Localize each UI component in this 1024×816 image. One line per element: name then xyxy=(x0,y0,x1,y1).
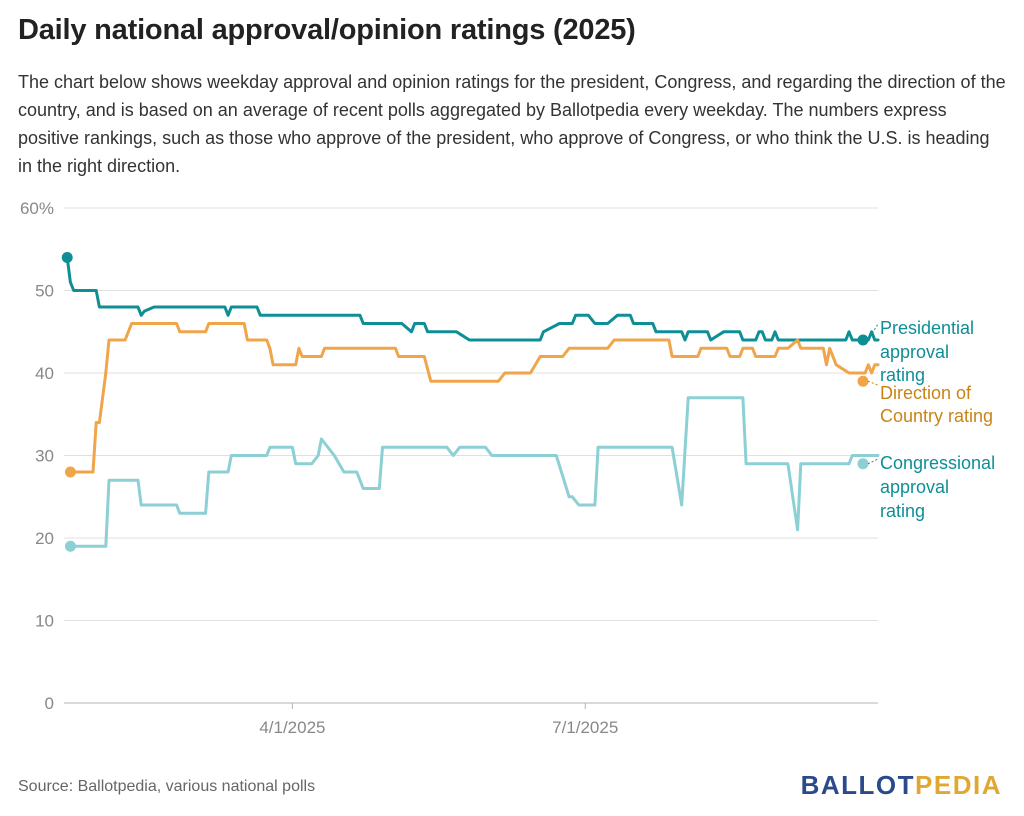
series-start-dot-presidential xyxy=(61,252,73,263)
line-chart: 0 10 20 30 40 50 60% 4/1/2025 7/1/2025 Presidenti… xyxy=(20,199,995,737)
y-tick-label-10: 10 xyxy=(35,612,54,631)
series-end-dot-direction xyxy=(857,375,869,387)
y-tick-label-30: 30 xyxy=(35,447,54,466)
ballotpedia-logo: BALLOTPEDIA xyxy=(801,770,1002,801)
y-tick-label-0: 0 xyxy=(45,694,54,713)
series-label-leader-congressional xyxy=(867,458,879,465)
series-label-leader-direction xyxy=(867,380,879,386)
series-start-dot-direction xyxy=(64,466,76,478)
series-line-congressional xyxy=(68,396,880,548)
series-label-presidential-line-1: approval xyxy=(880,342,949,362)
chart-title: Daily national approval/opinion ratings … xyxy=(18,14,636,46)
series-label-presidential-line-2: rating xyxy=(880,365,925,385)
series-end-dot-congressional xyxy=(857,458,869,470)
series-label-direction-line-0: Direction of xyxy=(880,383,972,403)
chart-subtitle: The chart below shows weekday approval a… xyxy=(18,72,1006,176)
series-line-direction xyxy=(68,322,880,474)
x-tick-label-1: 7/1/2025 xyxy=(552,718,618,737)
series-label-leader-presidential xyxy=(867,323,879,341)
y-tick-label-60: 60% xyxy=(20,199,54,218)
source-note: Source: Ballotpedia, various national po… xyxy=(18,778,316,795)
series-label-congressional-line-2: rating xyxy=(880,501,925,521)
series-label-congressional-line-0: Congressional xyxy=(880,453,995,473)
y-tick-label-40: 40 xyxy=(35,364,54,383)
series-label-congressional-line-1: approval xyxy=(880,477,949,497)
series-end-dot-presidential xyxy=(857,334,869,346)
y-tick-label-50: 50 xyxy=(35,282,54,301)
x-tick-label-0: 4/1/2025 xyxy=(259,718,325,737)
series-start-dot-congressional xyxy=(64,540,76,552)
logo-part-pedia: PEDIA xyxy=(915,770,1002,800)
series-label-presidential-line-0: Presidential xyxy=(880,318,974,338)
series-label-direction-line-1: Country rating xyxy=(880,406,993,426)
series-line-presidential xyxy=(65,256,880,342)
logo-part-ballot: BALLOT xyxy=(800,770,916,800)
y-tick-label-20: 20 xyxy=(35,529,54,548)
